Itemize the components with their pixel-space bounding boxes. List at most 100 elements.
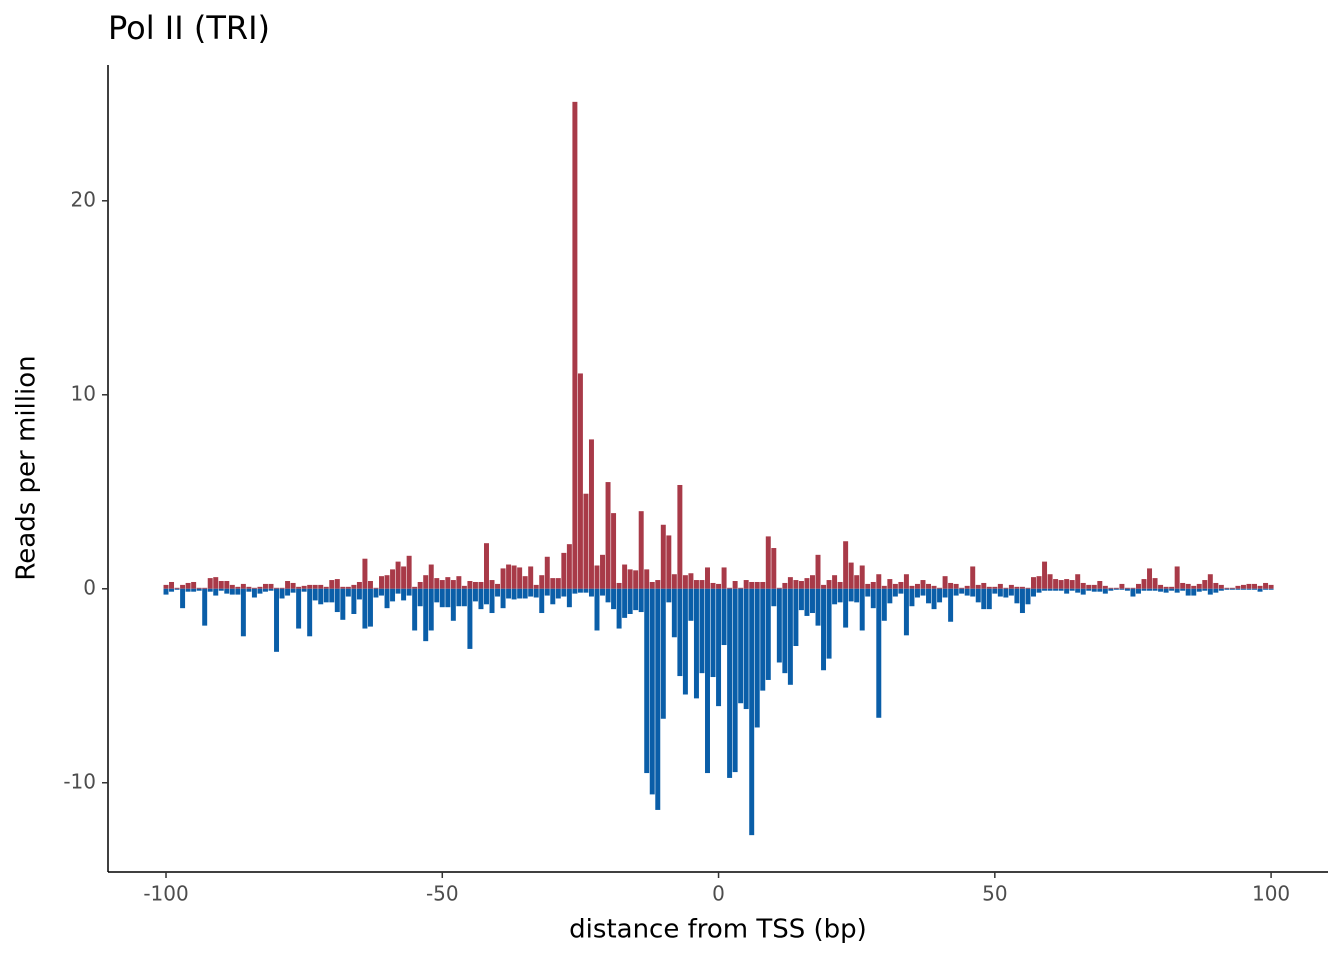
bar: [1240, 584, 1246, 589]
bar: [1019, 588, 1025, 614]
bar: [600, 554, 606, 589]
bar: [1036, 576, 1042, 589]
bar: [876, 588, 882, 718]
bar: [644, 588, 650, 774]
bar: [439, 588, 445, 608]
bar: [456, 576, 462, 589]
bar: [716, 583, 722, 589]
bar: [1008, 588, 1014, 596]
bar: [506, 588, 512, 599]
bar: [196, 587, 202, 589]
bar: [572, 101, 578, 589]
bar: [771, 588, 777, 607]
bar: [169, 588, 175, 592]
bar: [1240, 588, 1246, 590]
bar: [826, 588, 832, 659]
bar: [307, 584, 313, 589]
bar: [561, 588, 567, 597]
bar: [224, 581, 230, 589]
bar: [461, 585, 467, 589]
bar: [1268, 584, 1274, 589]
bar: [334, 579, 340, 589]
bar: [854, 588, 860, 603]
bar: [207, 588, 213, 592]
bar: [848, 588, 854, 602]
bar: [506, 564, 512, 589]
bar: [274, 587, 280, 589]
bar: [942, 588, 948, 598]
bar: [1014, 586, 1020, 589]
bar: [727, 587, 733, 589]
bar: [1064, 579, 1070, 589]
bar: [379, 576, 384, 589]
bar: [401, 566, 407, 589]
bar: [793, 580, 799, 589]
bar: [412, 586, 418, 589]
bar: [445, 577, 451, 589]
bar: [1031, 588, 1036, 597]
bar: [1174, 588, 1180, 593]
bar: [964, 588, 970, 596]
bar: [262, 583, 268, 589]
bar: [765, 536, 771, 589]
bar: [351, 584, 357, 589]
bar: [202, 588, 208, 626]
bar: [1147, 568, 1153, 589]
bar: [1263, 582, 1269, 589]
bar: [1224, 587, 1230, 589]
bar: [511, 565, 517, 589]
bar: [716, 588, 722, 707]
bar: [257, 588, 263, 594]
bar: [467, 581, 473, 589]
bar: [948, 582, 954, 589]
bar: [611, 513, 617, 589]
bar: [787, 588, 793, 685]
bar: [1229, 587, 1235, 589]
bar: [1207, 574, 1213, 589]
bar: [859, 588, 865, 631]
bar: [1102, 585, 1108, 589]
bar: [970, 588, 976, 597]
bar: [279, 587, 285, 589]
bar: [1135, 588, 1141, 594]
bar: [832, 588, 838, 605]
bar: [517, 567, 523, 589]
y-axis-label: Reads per million: [12, 355, 42, 580]
x-tick-label: 50: [982, 882, 1007, 906]
bar: [760, 581, 766, 589]
bar: [1229, 588, 1235, 590]
bar: [1091, 584, 1097, 589]
bar: [472, 588, 478, 602]
y-tick-label: -10: [63, 769, 96, 793]
bar: [992, 586, 998, 589]
bar: [804, 578, 810, 589]
bar: [765, 588, 771, 680]
bar: [809, 575, 815, 589]
bar: [881, 588, 887, 621]
bar: [754, 581, 760, 589]
bar: [611, 588, 617, 610]
bar: [478, 581, 484, 589]
bar: [489, 580, 495, 589]
bar: [815, 554, 821, 589]
bar: [1008, 584, 1014, 589]
bar: [213, 588, 219, 596]
bar: [180, 588, 186, 609]
bar: [605, 482, 611, 589]
bar: [1053, 588, 1059, 591]
bar: [622, 564, 628, 589]
bar: [997, 588, 1003, 597]
bar: [218, 588, 224, 591]
bar: [1119, 583, 1125, 589]
bar: [997, 583, 1003, 589]
bar: [307, 588, 313, 637]
bar: [798, 588, 804, 611]
bar: [959, 588, 965, 594]
y-tick-label: 10: [71, 381, 96, 405]
bar: [367, 588, 373, 627]
bar: [926, 588, 932, 604]
bar: [931, 585, 937, 589]
bar: [434, 588, 440, 603]
bar: [671, 574, 677, 589]
bar: [909, 585, 915, 589]
